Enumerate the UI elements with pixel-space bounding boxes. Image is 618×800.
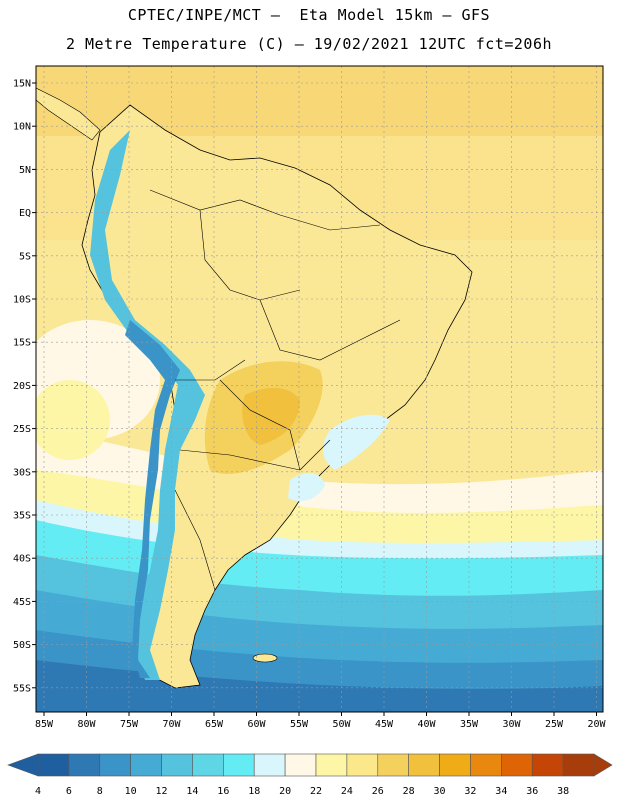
lat-label-20S: 20S	[13, 381, 31, 392]
legend-label: 38	[557, 786, 569, 797]
map-subtitle: 2 Metre Temperature (C) – 19/02/2021 12U…	[65, 35, 553, 53]
lon-label-20W: 20W	[587, 719, 606, 730]
legend-label: 20	[279, 786, 291, 797]
legend-arrow-high	[593, 753, 613, 777]
legend-swatch	[130, 753, 162, 777]
legend-label: 6	[66, 786, 72, 797]
legend-label: 4	[35, 786, 41, 797]
lat-label-5N: 5N	[19, 165, 31, 176]
legend-label: 16	[217, 786, 229, 797]
falkland-islands	[252, 653, 278, 663]
color-legend: 4 6 8 10 12 14 16 18 20 22 24 26 28 30 32 34 36 38	[7, 753, 613, 797]
legend-swatch	[439, 753, 471, 777]
map-title: CPTEC/INPE/MCT – Eta Model 15km – GFS	[127, 6, 491, 24]
legend-swatch	[408, 753, 440, 777]
lon-label-80W: 80W	[77, 719, 96, 730]
legend-swatch	[284, 753, 317, 777]
legend-label: 36	[526, 786, 538, 797]
legend-swatch	[192, 753, 224, 777]
legend-label: 34	[495, 786, 507, 797]
lat-label-EQ: EQ	[19, 208, 31, 219]
lat-label-10S: 10S	[13, 295, 31, 306]
lon-label-25W: 25W	[545, 719, 564, 730]
lon-label-50W: 50W	[332, 719, 351, 730]
legend-swatch	[223, 753, 255, 777]
lon-label-85W: 85W	[35, 719, 54, 730]
legend-arrow-low	[7, 753, 39, 777]
lon-label-65W: 65W	[205, 719, 224, 730]
legend-swatch	[315, 753, 348, 777]
legend-label: 30	[434, 786, 446, 797]
legend-label: 28	[403, 786, 415, 797]
lat-label-50S: 50S	[13, 640, 31, 651]
legend-swatch	[531, 753, 564, 777]
legend-swatch	[346, 753, 379, 777]
legend-swatch	[161, 753, 193, 777]
lon-label-35W: 35W	[460, 719, 479, 730]
map-frame	[35, 65, 604, 713]
legend-swatch	[377, 753, 409, 777]
legend-swatch	[470, 753, 502, 777]
lat-label-40S: 40S	[13, 554, 31, 565]
lon-label-45W: 45W	[375, 719, 394, 730]
legend-swatch	[562, 753, 595, 777]
latitude-labels: 15N 10N 5N EQ 5S 10S 15S 20S 25S 30S 35S 40S 45S 50S 5…	[13, 79, 36, 694]
longitude-labels: 85W 80W 75W 70W 65W 60W 55W 50W 45W 40W 35W 30W 25W 2…	[35, 712, 607, 730]
legend-label: 22	[310, 786, 322, 797]
lon-label-60W: 60W	[247, 719, 266, 730]
legend-swatch	[99, 753, 131, 777]
lat-label-45S: 45S	[13, 597, 31, 608]
lon-label-40W: 40W	[417, 719, 436, 730]
lat-label-55S: 55S	[13, 683, 31, 694]
lat-label-35S: 35S	[13, 511, 31, 522]
central-america	[36, 87, 101, 141]
lat-label-10N: 10N	[13, 122, 31, 133]
lon-label-30W: 30W	[502, 719, 521, 730]
legend-swatch	[37, 753, 70, 777]
legend-label: 18	[248, 786, 260, 797]
lat-label-15S: 15S	[13, 338, 31, 349]
legend-label: 26	[372, 786, 384, 797]
legend-swatch	[501, 753, 533, 777]
legend-label: 32	[464, 786, 476, 797]
legend-label: 24	[341, 786, 353, 797]
legend-label: 12	[156, 786, 168, 797]
temperature-field	[36, 66, 603, 712]
lon-label-75W: 75W	[120, 719, 139, 730]
lat-label-25S: 25S	[13, 424, 31, 435]
lat-label-30S: 30S	[13, 467, 31, 478]
legend-label: 14	[186, 786, 198, 797]
legend-swatch	[253, 753, 286, 777]
lat-label-15N: 15N	[13, 79, 31, 90]
lat-label-5S: 5S	[19, 251, 31, 262]
legend-label: 10	[125, 786, 137, 797]
lon-label-70W: 70W	[162, 719, 181, 730]
lon-label-55W: 55W	[290, 719, 309, 730]
legend-swatch	[68, 753, 101, 777]
country-borders	[149, 189, 401, 591]
legend-label: 8	[97, 786, 103, 797]
